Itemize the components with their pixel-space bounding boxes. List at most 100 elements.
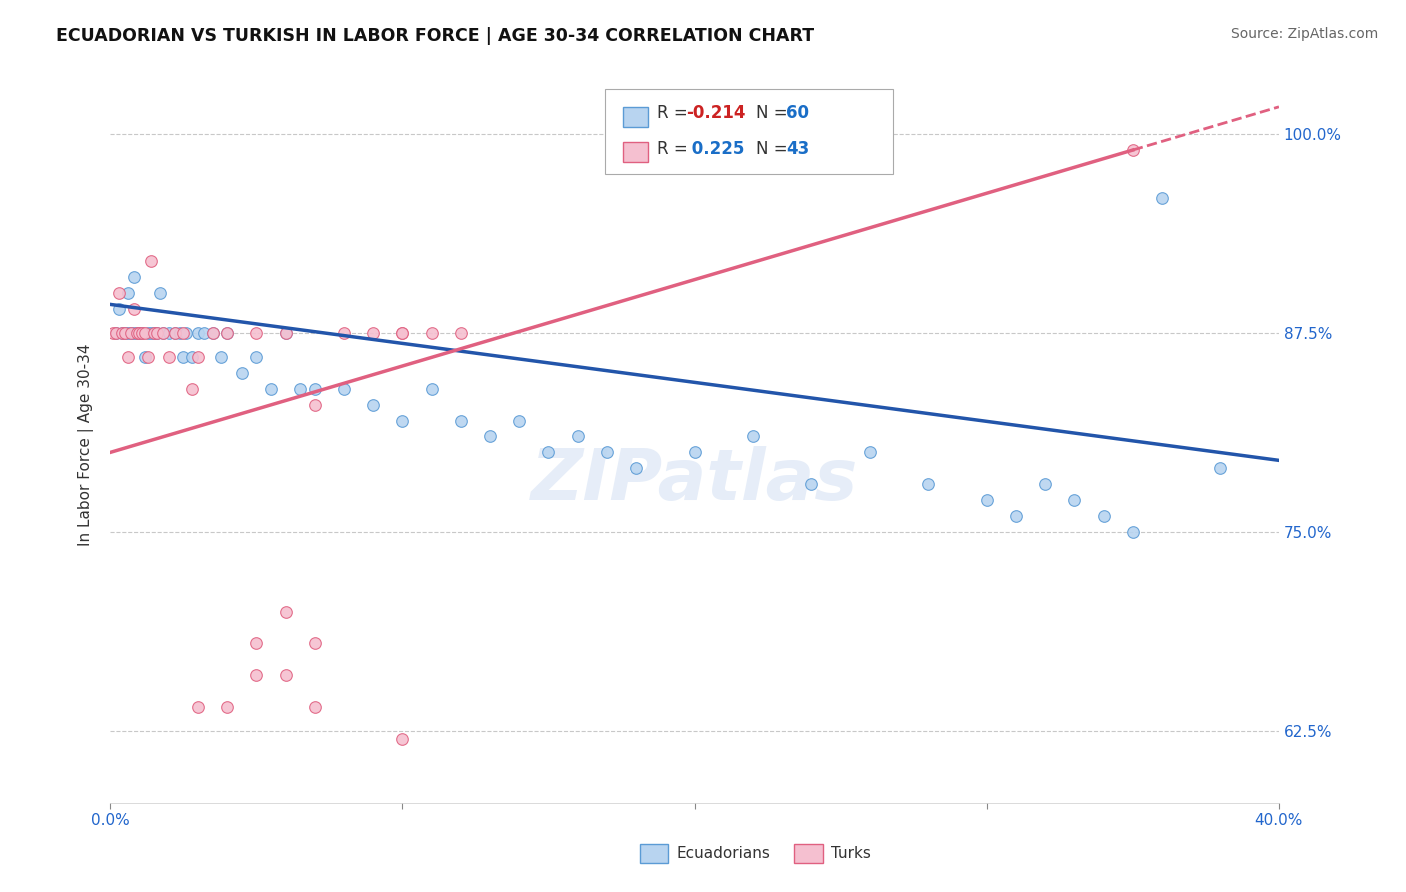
Point	[420, 382, 443, 396]
Point	[187, 700, 209, 714]
Point	[217, 700, 239, 714]
Text: ZIPatlas: ZIPatlas	[531, 446, 858, 515]
Point	[274, 326, 297, 340]
Point	[800, 477, 823, 491]
Point	[361, 326, 384, 340]
Point	[217, 326, 239, 340]
Point	[288, 382, 311, 396]
Point	[134, 326, 156, 340]
Point	[117, 350, 139, 364]
Text: 43: 43	[786, 140, 810, 158]
Point	[1152, 191, 1174, 205]
Point	[742, 429, 765, 443]
Point	[201, 326, 224, 340]
Point	[304, 398, 326, 412]
Point	[450, 326, 472, 340]
Point	[479, 429, 502, 443]
Point	[1033, 477, 1056, 491]
Point	[128, 326, 150, 340]
Point	[1122, 524, 1144, 539]
Point	[187, 326, 209, 340]
Point	[163, 326, 186, 340]
Point	[274, 668, 297, 682]
Point	[391, 326, 413, 340]
Point	[333, 326, 356, 340]
Point	[181, 350, 204, 364]
Text: ECUADORIAN VS TURKISH IN LABOR FORCE | AGE 30-34 CORRELATION CHART: ECUADORIAN VS TURKISH IN LABOR FORCE | A…	[56, 27, 814, 45]
Text: Ecuadorians: Ecuadorians	[676, 847, 770, 861]
Point	[111, 326, 134, 340]
Point	[117, 286, 139, 301]
Point	[149, 286, 172, 301]
Point	[450, 413, 472, 427]
Point	[201, 326, 224, 340]
Point	[169, 326, 191, 340]
Text: N =: N =	[756, 140, 793, 158]
Point	[304, 382, 326, 396]
Point	[1063, 493, 1085, 508]
Point	[231, 366, 253, 380]
Text: Turks: Turks	[831, 847, 870, 861]
Point	[274, 326, 297, 340]
Point	[146, 326, 169, 340]
Text: N =: N =	[756, 104, 793, 122]
Text: -0.214: -0.214	[686, 104, 745, 122]
Point	[101, 326, 124, 340]
Text: R =: R =	[657, 140, 693, 158]
Point	[274, 605, 297, 619]
Point	[420, 326, 443, 340]
Point	[152, 326, 174, 340]
Point	[391, 413, 413, 427]
Text: 0.225: 0.225	[686, 140, 745, 158]
Point	[172, 350, 194, 364]
Point	[122, 270, 145, 285]
Point	[245, 636, 267, 650]
Point	[143, 326, 166, 340]
Point	[181, 382, 204, 396]
Point	[117, 326, 139, 340]
Text: R =: R =	[657, 104, 693, 122]
Point	[114, 326, 136, 340]
Point	[131, 326, 153, 340]
Point	[114, 326, 136, 340]
Point	[187, 350, 209, 364]
Point	[260, 382, 283, 396]
Point	[391, 326, 413, 340]
Point	[209, 350, 232, 364]
Point	[976, 493, 998, 508]
Point	[105, 326, 128, 340]
Point	[245, 668, 267, 682]
Point	[128, 326, 150, 340]
Point	[859, 445, 882, 459]
Point	[125, 326, 148, 340]
Point	[304, 636, 326, 650]
Point	[1122, 143, 1144, 157]
Point	[567, 429, 589, 443]
Point	[163, 326, 186, 340]
Point	[134, 350, 156, 364]
Point	[111, 326, 134, 340]
Point	[143, 326, 166, 340]
Point	[193, 326, 215, 340]
Point	[537, 445, 560, 459]
Point	[1005, 509, 1028, 524]
Text: 60: 60	[786, 104, 808, 122]
Text: Source: ZipAtlas.com: Source: ZipAtlas.com	[1230, 27, 1378, 41]
Point	[157, 326, 180, 340]
Point	[217, 326, 239, 340]
Point	[122, 302, 145, 317]
Point	[508, 413, 530, 427]
Point	[333, 382, 356, 396]
Point	[141, 326, 163, 340]
Point	[624, 461, 647, 475]
Point	[245, 326, 267, 340]
Point	[108, 286, 131, 301]
Point	[1092, 509, 1115, 524]
Point	[105, 326, 128, 340]
Point	[157, 350, 180, 364]
Point	[131, 326, 153, 340]
Point	[174, 326, 197, 340]
Point	[136, 350, 159, 364]
Point	[391, 731, 413, 746]
Point	[136, 326, 159, 340]
